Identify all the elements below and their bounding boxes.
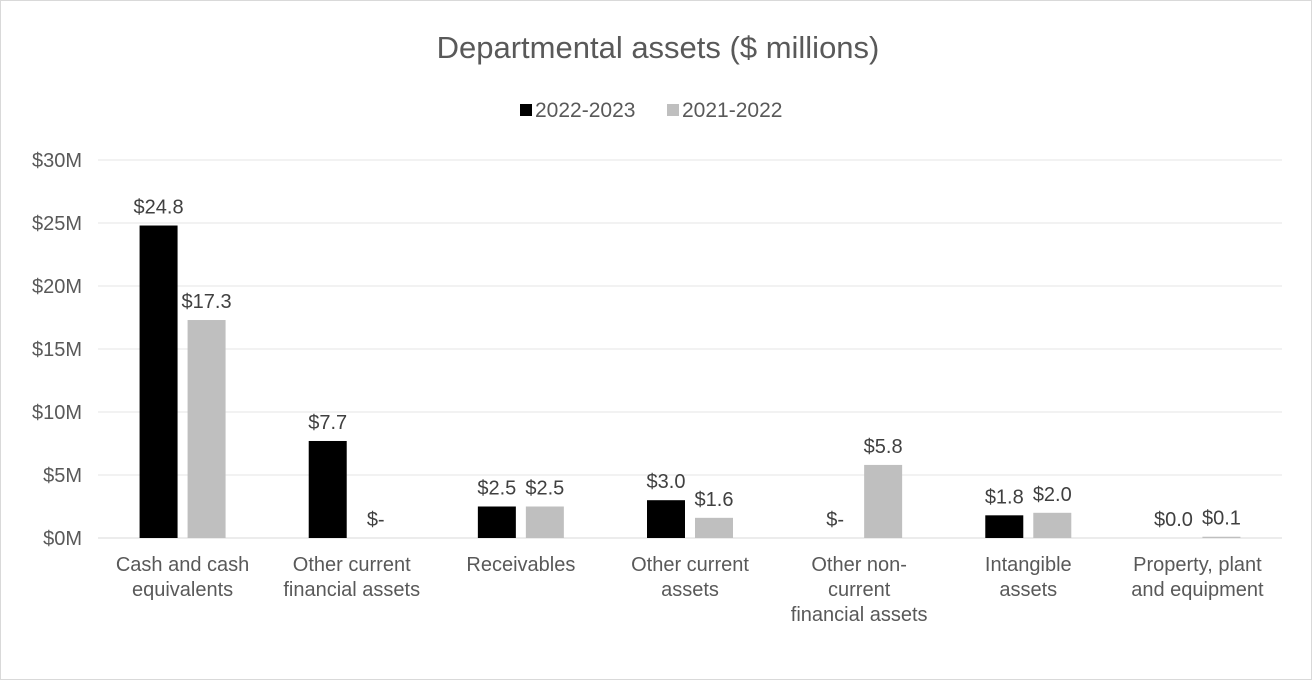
x-category-label: Intangible: [985, 554, 1072, 576]
x-category-label: financial assets: [791, 604, 928, 626]
y-axis: $0M $5M $10M $15M $20M $25M $30M: [32, 150, 82, 550]
gridlines: [98, 159, 1282, 539]
data-label: $-: [826, 509, 844, 531]
x-category-label: Cash and cash: [116, 554, 249, 576]
bar: [647, 500, 685, 538]
data-label: $3.0: [647, 471, 686, 493]
bars: [139, 225, 1241, 538]
x-category-label: Other current: [293, 554, 411, 576]
y-tick-label: $10M: [32, 402, 82, 424]
data-labels: $24.8 $7.7 $2.5 $3.0 $- $1.8 $0.0 $17.3 $- $2.5 $1…: [134, 197, 1241, 531]
x-category-label: equivalents: [132, 579, 233, 601]
data-label: $24.8: [134, 197, 184, 219]
bar: [187, 320, 226, 538]
x-category-label: Property, plant: [1133, 554, 1262, 576]
y-tick-label: $20M: [32, 276, 82, 298]
legend: 2022-2023 2021-2022: [520, 99, 782, 122]
bar: [1202, 536, 1241, 538]
y-tick-label: $25M: [32, 213, 82, 235]
bar: [525, 506, 564, 538]
bar: [695, 517, 733, 538]
data-label: $2.5: [525, 478, 564, 500]
data-label: $5.8: [864, 436, 903, 458]
legend-swatch-2021-2022: [667, 104, 679, 116]
x-category-label: current: [828, 579, 891, 601]
data-label: $17.3: [182, 291, 232, 313]
chart-title: Departmental assets ($ millions): [437, 30, 880, 65]
bar: [139, 225, 178, 538]
data-label: $0.0: [1154, 509, 1193, 531]
y-tick-label: $15M: [32, 339, 82, 361]
bar: [1033, 512, 1072, 538]
y-tick-label: $0M: [43, 528, 82, 550]
x-category-label: Other non-: [811, 554, 907, 576]
x-category-label: Receivables: [466, 554, 575, 576]
data-label: $2.0: [1033, 484, 1072, 506]
bar: [985, 515, 1024, 538]
data-label: $1.8: [985, 486, 1024, 508]
x-category-label: financial assets: [283, 579, 420, 601]
y-tick-label: $5M: [43, 465, 82, 487]
bar-chart: Departmental assets ($ millions) 2022-20…: [32, 30, 1282, 626]
bar: [864, 464, 903, 538]
x-category-label: assets: [661, 579, 719, 601]
data-label: $-: [367, 509, 385, 531]
data-label: $2.5: [477, 478, 516, 500]
data-label: $0.1: [1202, 508, 1241, 530]
y-tick-label: $30M: [32, 150, 82, 172]
legend-label-2022-2023: 2022-2023: [535, 99, 635, 122]
x-category-label: and equipment: [1131, 579, 1264, 601]
x-category-label: Other current: [631, 554, 749, 576]
legend-swatch-2022-2023: [520, 104, 532, 116]
legend-label-2021-2022: 2021-2022: [682, 99, 782, 122]
x-category-label: assets: [999, 579, 1057, 601]
bar: [477, 506, 516, 538]
data-label: $7.7: [308, 412, 347, 434]
bar: [308, 440, 347, 538]
x-axis: Cash and cash equivalents Other current fin…: [116, 554, 1264, 626]
data-label: $1.6: [695, 489, 734, 511]
